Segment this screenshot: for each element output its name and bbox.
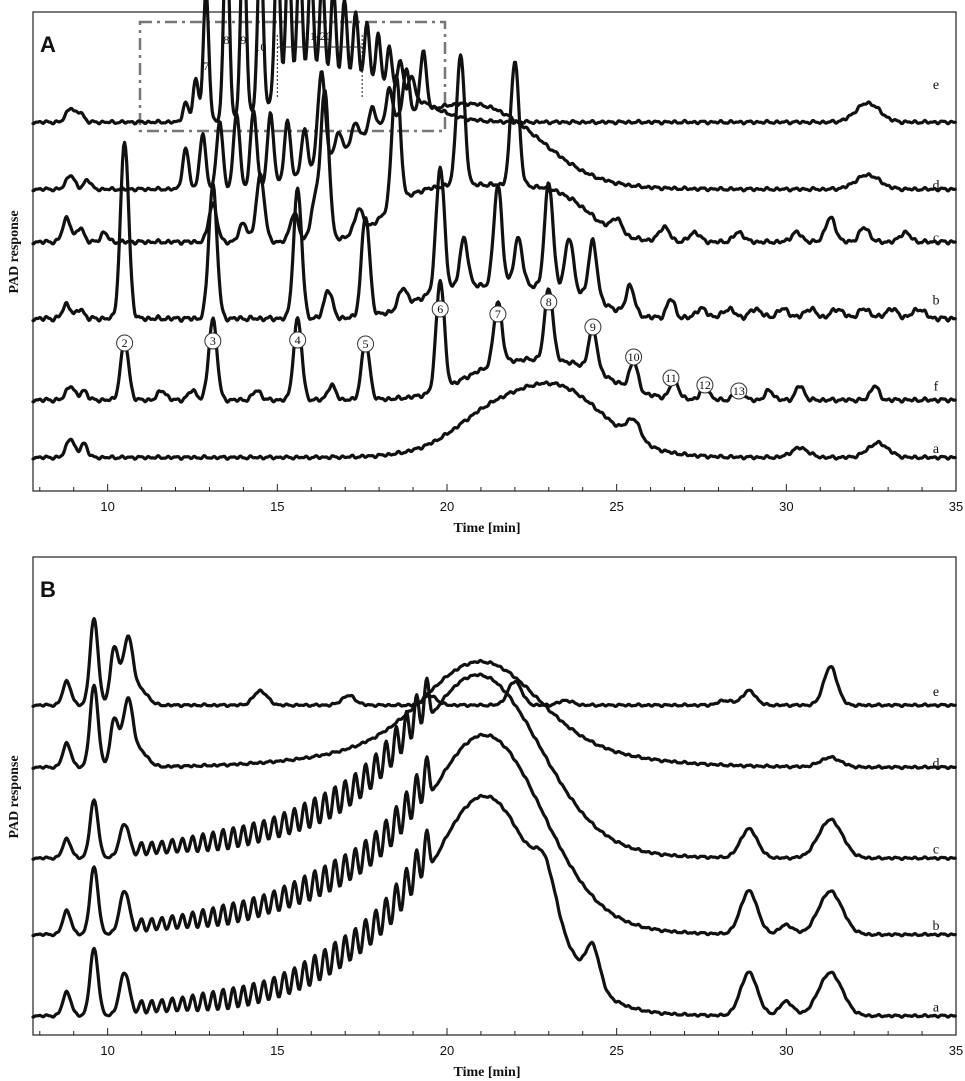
panel-b-x-axis: 10 15 20 25 30 35 (39, 1028, 963, 1058)
dp-circle-label: 13 (733, 384, 745, 398)
dp-circle-label: 11 (665, 371, 677, 385)
panel-a-x-axis: 10 15 20 25 30 35 (39, 484, 963, 514)
dp-circle-label: 6 (437, 302, 443, 316)
dp-label-top: 9 (240, 33, 246, 47)
dp-circle (625, 348, 643, 366)
dp-circle (696, 376, 714, 394)
dp-circle-label: 12 (699, 378, 711, 392)
trace-label-c: c (933, 231, 939, 246)
panel-a-letter: A (40, 32, 56, 57)
panel-a-x-label: Time [min] (453, 521, 520, 536)
x-tick-label: 20 (440, 499, 454, 514)
panel-a-y-label: PAD response (7, 210, 22, 293)
dp-circle (730, 382, 748, 400)
dp-label-top: 10 (254, 40, 266, 54)
x-tick-label: 25 (609, 499, 623, 514)
panel-b-y-label: PAD response (7, 755, 22, 838)
dp-circle-label: 2 (122, 336, 128, 350)
dp-circle (662, 369, 680, 387)
dp-circle-label: 5 (363, 337, 369, 351)
trace-c (31, 53, 957, 246)
dp-circle-label: 8 (546, 295, 552, 309)
trace-label-d: d (933, 757, 940, 772)
trace-label-b: b (933, 919, 940, 934)
dp-circle (116, 334, 134, 352)
x-tick-label: 15 (270, 1043, 284, 1058)
dp-circle (204, 332, 222, 350)
dp-label-top: 7 (203, 59, 209, 73)
trace-d (31, 49, 957, 193)
dp-circle (289, 331, 307, 349)
x-tick-label: 35 (949, 1043, 963, 1058)
trace-label-e: e (933, 685, 939, 700)
dp-circle-label: 4 (295, 333, 301, 347)
panel-a-trace-labels: e d c b f a (933, 78, 940, 457)
panel-b-x-label: Time [min] (453, 1065, 520, 1080)
panel-b-traces (31, 617, 957, 1019)
trace-a (31, 380, 957, 461)
dp-label-range: 11-20 (304, 29, 332, 43)
dp-circle (540, 293, 558, 311)
trace-label-e: e (933, 78, 939, 93)
panel-b: B 10 15 20 25 30 35 e d c b a Time [min] PAD resp… (7, 556, 963, 1080)
x-tick-label: 10 (100, 499, 114, 514)
trace-label-c: c (933, 843, 939, 858)
dp-circle-label: 10 (628, 350, 640, 364)
trace-d (31, 658, 957, 771)
x-tick-label: 30 (779, 1043, 793, 1058)
dp-circle (584, 318, 602, 336)
trace-label-a: a (933, 1000, 940, 1015)
dp-circle-label: 7 (495, 307, 501, 321)
trace-label-d: d (933, 178, 940, 193)
x-tick-label: 30 (779, 499, 793, 514)
trace-a (31, 793, 957, 1019)
trace-e (31, 617, 957, 709)
trace-b (31, 732, 957, 938)
trace-f (31, 279, 957, 404)
trace-label-b: b (933, 293, 940, 308)
dp-circle (357, 335, 375, 353)
panel-b-letter: B (40, 577, 56, 602)
dp-label-top: 8 (223, 33, 229, 47)
panel-b-trace-labels: e d c b a (933, 685, 940, 1015)
panel-a-traces (31, 0, 957, 461)
trace-e (31, 0, 957, 126)
dp-circle-label: 3 (210, 334, 216, 348)
trace-b (31, 140, 957, 323)
x-tick-label: 20 (440, 1043, 454, 1058)
panel-b-frame (32, 556, 957, 1036)
x-tick-label: 35 (949, 499, 963, 514)
dp-circle (489, 305, 507, 323)
trace-label-f: f (934, 380, 939, 395)
x-tick-label: 10 (100, 1043, 114, 1058)
dp-circle (431, 300, 449, 318)
dp-circle-label: 9 (590, 320, 596, 334)
panel-a-frame (32, 11, 957, 492)
x-tick-label: 25 (609, 1043, 623, 1058)
trace-c (31, 672, 957, 861)
x-tick-label: 15 (270, 499, 284, 514)
trace-label-a: a (933, 442, 940, 457)
